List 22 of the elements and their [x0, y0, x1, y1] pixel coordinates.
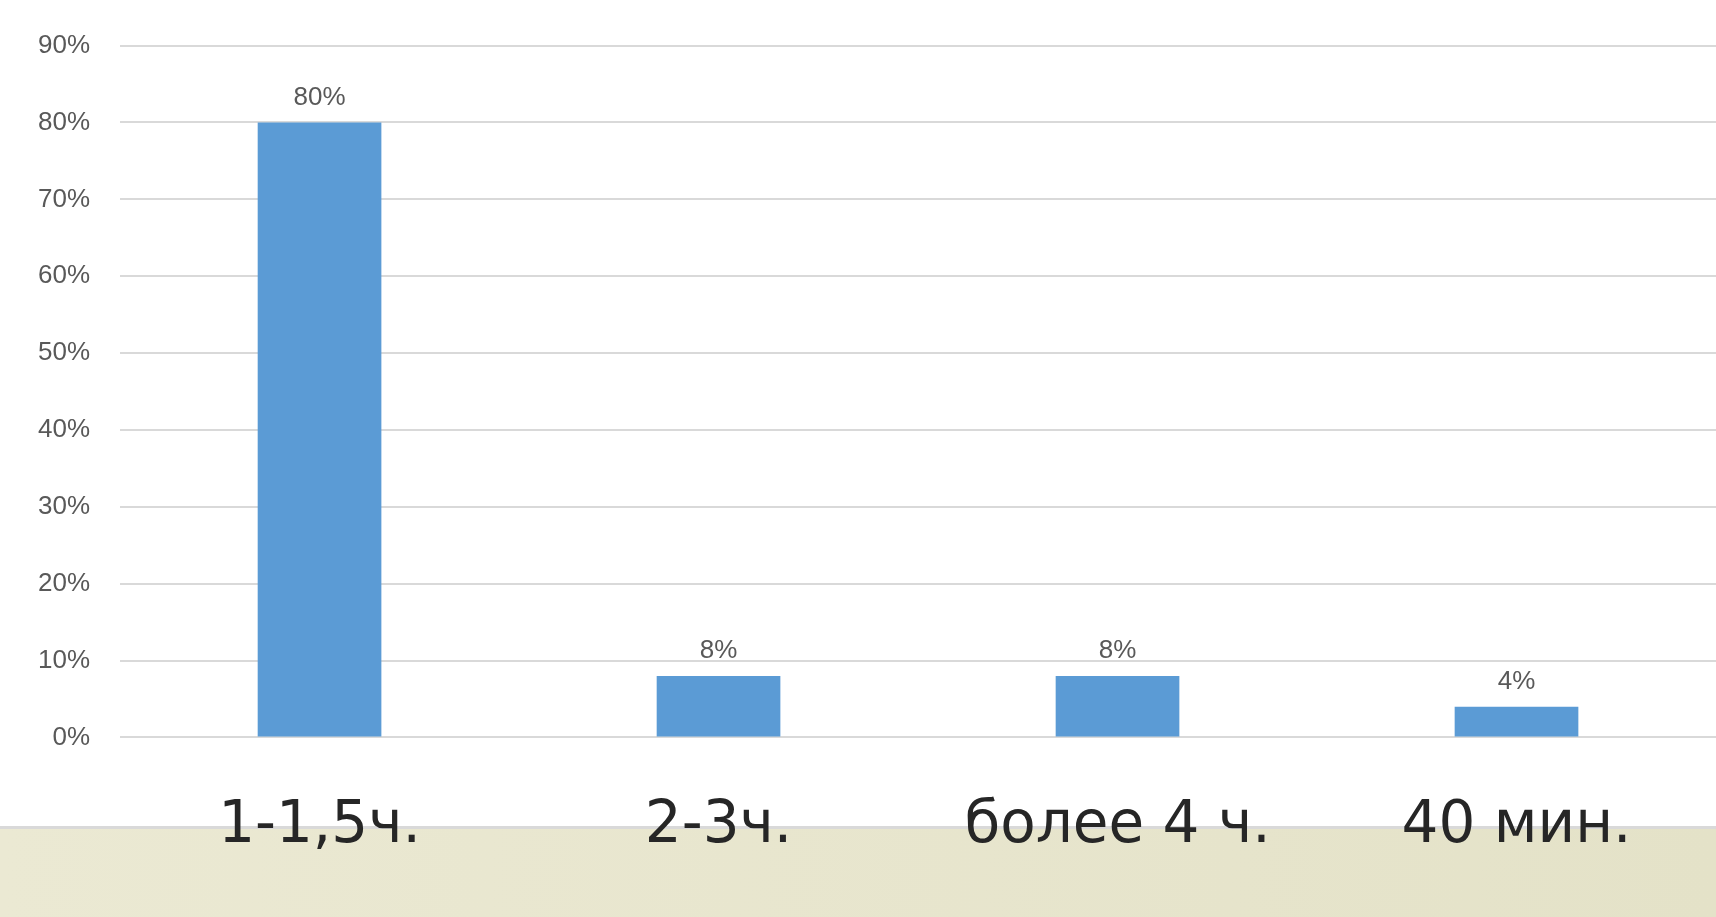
y-tick-label: 50%: [37, 336, 91, 367]
x-tick-label: 1-1,5ч.: [218, 788, 421, 857]
x-tick-label: 2-3ч.: [644, 788, 793, 857]
y-tick-label: 80%: [37, 105, 91, 136]
y-tick-label: 20%: [37, 566, 91, 597]
y-tick-label: 60%: [37, 259, 91, 290]
data-label: 8%: [1098, 634, 1137, 665]
bar: [257, 122, 382, 737]
bar: [1454, 706, 1579, 737]
y-tick-label: 0%: [52, 720, 91, 751]
y-tick-label: 30%: [37, 489, 91, 520]
bar: [1055, 675, 1180, 737]
y-tick-label: 70%: [37, 182, 91, 213]
x-tick-label: более 4 ч.: [964, 788, 1271, 857]
x-tick-label: 40 мин.: [1401, 788, 1632, 857]
y-tick-label: 40%: [37, 413, 91, 444]
y-tick-label: 10%: [37, 643, 91, 674]
data-label: 8%: [699, 634, 738, 665]
bar: [656, 675, 781, 737]
y-tick-label: 90%: [37, 28, 91, 59]
data-label: 80%: [293, 80, 346, 111]
data-label: 4%: [1497, 664, 1536, 695]
